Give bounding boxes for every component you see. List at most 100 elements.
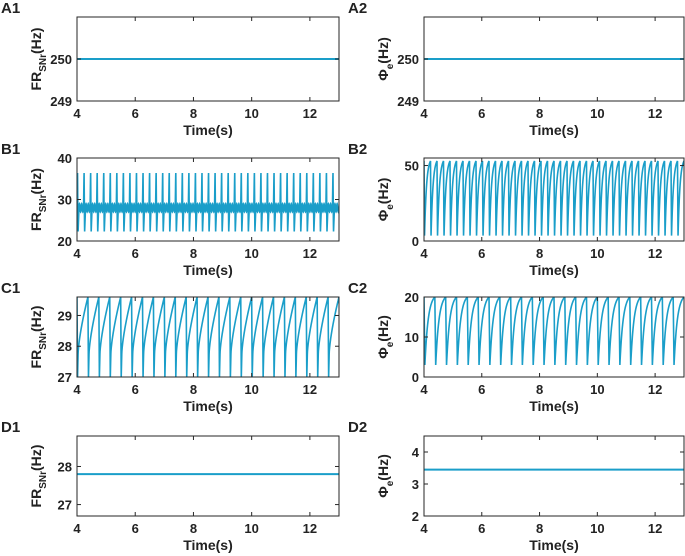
- x-tick-label: 10: [244, 521, 258, 536]
- y-tick-label: 0: [412, 234, 419, 249]
- y-tick-label: 28: [58, 459, 72, 474]
- axes-box-c1: [76, 296, 340, 378]
- y-axis-label: FRSNr(Hz): [28, 306, 49, 369]
- panel-label: C1: [1, 280, 20, 297]
- axes-box-d2: [423, 435, 685, 517]
- y-axis-label-main: Φ: [375, 486, 391, 498]
- y-tick-label: 50: [405, 159, 419, 174]
- y-axis-label-main: Φ: [375, 209, 391, 221]
- y-tick-label: 4: [412, 445, 420, 460]
- panel-label: C2: [348, 280, 367, 297]
- x-axis-label: Time(s): [529, 262, 579, 278]
- y-tick-label: 40: [58, 151, 72, 166]
- x-tick-label: 4: [420, 106, 428, 121]
- y-axis-label-sub: SNr: [38, 471, 49, 489]
- y-tick-label: 249: [397, 94, 419, 109]
- x-tick-label: 10: [590, 521, 604, 536]
- y-axis-label-unit: (Hz): [375, 37, 391, 63]
- x-tick-label: 4: [420, 246, 428, 261]
- y-axis-label-unit: (Hz): [375, 454, 391, 480]
- y-axis-label-sub: e: [385, 341, 396, 347]
- series-line-c1: [77, 297, 339, 377]
- x-tick-label: 8: [536, 246, 543, 261]
- y-tick-label: 3: [412, 477, 419, 492]
- x-tick-label: 6: [132, 521, 139, 536]
- x-axis-label: Time(s): [183, 398, 233, 414]
- y-axis-label: Φe(Hz): [375, 37, 396, 81]
- x-tick-label: 12: [648, 382, 662, 397]
- y-tick-label: 0: [412, 370, 419, 385]
- y-axis-label-main: FR: [28, 489, 44, 508]
- x-tick-label: 10: [244, 106, 258, 121]
- y-axis-label: FRSNr(Hz): [28, 28, 49, 91]
- panel-label: B2: [348, 141, 367, 158]
- x-tick-label: 10: [590, 382, 604, 397]
- axes-box-d1: [76, 435, 340, 517]
- x-tick-label: 8: [190, 521, 197, 536]
- y-tick-label: 250: [50, 52, 72, 67]
- x-axis-label: Time(s): [529, 537, 579, 553]
- x-tick-label: 12: [303, 382, 317, 397]
- x-axis-label: Time(s): [183, 262, 233, 278]
- x-tick-label: 12: [648, 521, 662, 536]
- x-tick-label: 12: [648, 246, 662, 261]
- series-line-b2: [424, 160, 684, 236]
- panel-label: B1: [1, 141, 20, 158]
- y-tick-label: 20: [58, 234, 72, 249]
- panel-label: A1: [1, 0, 20, 17]
- x-tick-label: 12: [303, 521, 317, 536]
- y-axis-label-unit: (Hz): [28, 28, 44, 54]
- x-tick-label: 6: [132, 246, 139, 261]
- y-axis-label-main: Φ: [375, 347, 391, 359]
- y-axis-label-sub: e: [385, 63, 396, 69]
- y-axis-label-main: FR: [28, 350, 44, 369]
- x-tick-label: 4: [73, 521, 81, 536]
- x-tick-label: 4: [73, 382, 81, 397]
- x-tick-label: 4: [420, 382, 428, 397]
- panel-d2: 4 6 8 10 12 2 3 4 Time(s) Φe(Hz) D2: [348, 419, 685, 553]
- y-axis-label-unit: (Hz): [28, 168, 44, 194]
- y-axis-label-sub: SNr: [38, 54, 49, 72]
- x-tick-label: 6: [478, 382, 485, 397]
- axes-box-b2: [423, 157, 685, 242]
- x-tick-label: 8: [190, 246, 197, 261]
- y-axis-label-main: FR: [28, 212, 44, 231]
- y-tick-label: 10: [405, 330, 419, 345]
- panel-label: D1: [1, 419, 20, 436]
- y-tick-label: 250: [397, 52, 419, 67]
- x-tick-label: 6: [478, 106, 485, 121]
- x-tick-label: 10: [244, 382, 258, 397]
- y-axis-label-main: FR: [28, 72, 44, 91]
- x-tick-label: 6: [132, 382, 139, 397]
- y-tick-label: 27: [58, 498, 72, 513]
- panel-label: D2: [348, 419, 367, 436]
- x-tick-label: 6: [478, 246, 485, 261]
- x-tick-label: 8: [536, 382, 543, 397]
- x-tick-label: 10: [590, 106, 604, 121]
- y-axis-label-sub: e: [385, 480, 396, 486]
- y-axis-label-unit: (Hz): [375, 315, 391, 341]
- y-axis-label: Φe(Hz): [375, 315, 396, 359]
- panel-d1: 4 6 8 10 12 27 28 Time(s) FRSNr(Hz) D1: [1, 419, 340, 553]
- y-axis-label-sub: SNr: [38, 194, 49, 212]
- y-tick-label: 28: [58, 339, 72, 354]
- x-tick-label: 4: [73, 246, 81, 261]
- y-axis-label-unit: (Hz): [28, 445, 44, 471]
- x-tick-label: 10: [244, 246, 258, 261]
- x-tick-label: 12: [303, 246, 317, 261]
- y-tick-label: 20: [405, 290, 419, 305]
- panel-c2: 4 6 8 10 12 0 10 20 Time(s) Φe(Hz) C2: [348, 280, 685, 414]
- x-tick-label: 12: [648, 106, 662, 121]
- panel-b2: 4 6 8 10 12 0 50 Time(s) Φe(Hz) B2: [348, 141, 685, 278]
- y-tick-label: 29: [58, 308, 72, 323]
- y-tick-label: 30: [58, 193, 72, 208]
- y-axis-label-sub: e: [385, 204, 396, 210]
- panel-a1: 4 6 8 10 12 249 250 Time(s) FRSNr(Hz) A1: [1, 0, 340, 138]
- panel-label: A2: [348, 0, 367, 17]
- y-axis-label: Φe(Hz): [375, 178, 396, 222]
- x-tick-label: 8: [536, 521, 543, 536]
- x-tick-label: 8: [190, 382, 197, 397]
- panel-c1: 4 6 8 10 12 27 28 29 Time(s) FRSNr(Hz) C1: [1, 280, 340, 414]
- x-axis-label: Time(s): [183, 537, 233, 553]
